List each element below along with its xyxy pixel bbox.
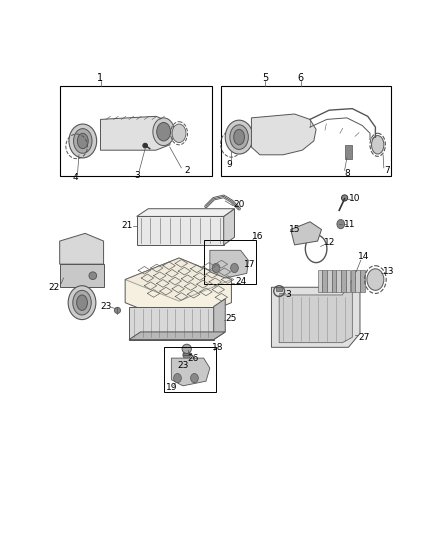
Bar [204, 239, 256, 284]
Bar [350, 270, 355, 292]
Ellipse shape [337, 220, 345, 229]
Text: 2: 2 [184, 166, 190, 175]
Polygon shape [60, 233, 103, 264]
Bar [336, 270, 341, 292]
Polygon shape [137, 216, 224, 245]
Text: 13: 13 [383, 268, 394, 276]
Text: 24: 24 [235, 277, 246, 286]
Polygon shape [210, 251, 248, 278]
Polygon shape [279, 280, 352, 343]
Ellipse shape [74, 128, 92, 154]
Bar [164, 348, 216, 392]
Ellipse shape [183, 351, 191, 359]
Polygon shape [291, 222, 321, 245]
Text: 14: 14 [358, 252, 370, 261]
Ellipse shape [143, 143, 148, 148]
Text: 22: 22 [49, 283, 60, 292]
Ellipse shape [225, 120, 253, 154]
Bar [332, 270, 336, 292]
Polygon shape [129, 306, 214, 340]
Bar [327, 270, 332, 292]
Text: 19: 19 [166, 383, 177, 392]
Bar [341, 270, 346, 292]
Polygon shape [224, 209, 234, 245]
Ellipse shape [342, 195, 348, 201]
Text: 6: 6 [298, 73, 304, 83]
Text: 25: 25 [226, 313, 237, 322]
Ellipse shape [182, 344, 191, 353]
Ellipse shape [367, 269, 384, 290]
Text: 20: 20 [233, 199, 245, 208]
Text: 10: 10 [349, 194, 360, 203]
Ellipse shape [173, 374, 181, 383]
Ellipse shape [153, 118, 174, 146]
Ellipse shape [191, 374, 198, 383]
Text: 18: 18 [212, 343, 223, 352]
Bar [60, 85, 212, 176]
Polygon shape [171, 358, 210, 386]
Text: 26: 26 [187, 353, 198, 362]
Text: 5: 5 [262, 73, 268, 83]
Ellipse shape [73, 290, 91, 315]
Text: 3: 3 [134, 171, 140, 180]
Polygon shape [129, 332, 225, 340]
Ellipse shape [78, 133, 88, 149]
Ellipse shape [371, 135, 384, 154]
Text: 11: 11 [344, 220, 356, 229]
Ellipse shape [212, 263, 220, 273]
Ellipse shape [69, 124, 97, 158]
Ellipse shape [234, 130, 244, 145]
Ellipse shape [114, 308, 120, 313]
Polygon shape [137, 209, 234, 216]
Polygon shape [272, 272, 360, 348]
Text: 3: 3 [286, 290, 291, 300]
Ellipse shape [77, 295, 88, 310]
Text: 23: 23 [100, 302, 112, 311]
Ellipse shape [89, 272, 97, 280]
Ellipse shape [231, 263, 238, 273]
Text: 8: 8 [344, 169, 350, 178]
Ellipse shape [230, 125, 248, 149]
Bar [318, 270, 322, 292]
Bar [355, 270, 360, 292]
Text: 9: 9 [226, 159, 232, 168]
Text: 4: 4 [72, 173, 78, 182]
Bar [360, 270, 364, 292]
Bar [346, 270, 350, 292]
Text: 15: 15 [289, 225, 300, 234]
Text: 21: 21 [121, 221, 132, 230]
Polygon shape [125, 258, 231, 301]
Text: 1: 1 [97, 73, 103, 83]
Bar [276, 287, 282, 291]
Polygon shape [125, 258, 231, 324]
Text: 17: 17 [244, 260, 256, 269]
Text: 7: 7 [384, 166, 390, 175]
Bar [221, 85, 391, 176]
Ellipse shape [157, 123, 170, 141]
Bar [322, 270, 327, 292]
Polygon shape [214, 299, 225, 340]
Ellipse shape [68, 286, 96, 320]
Ellipse shape [172, 124, 186, 142]
Text: 12: 12 [324, 238, 336, 247]
Text: 27: 27 [358, 333, 370, 342]
Polygon shape [100, 116, 171, 150]
Bar [345, 145, 352, 159]
Text: 16: 16 [252, 232, 263, 241]
Polygon shape [60, 264, 103, 287]
Polygon shape [251, 114, 316, 155]
Text: 23: 23 [177, 361, 189, 370]
